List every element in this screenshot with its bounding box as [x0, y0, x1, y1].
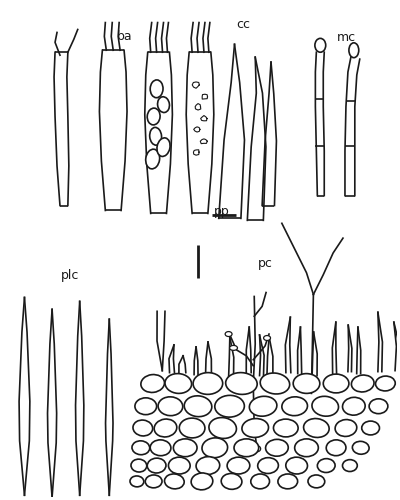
Ellipse shape	[234, 439, 259, 456]
Ellipse shape	[158, 97, 170, 112]
Ellipse shape	[274, 419, 298, 437]
Ellipse shape	[326, 440, 346, 456]
Ellipse shape	[266, 440, 288, 456]
Ellipse shape	[193, 372, 223, 394]
Ellipse shape	[308, 475, 325, 488]
Ellipse shape	[264, 336, 270, 340]
Ellipse shape	[352, 375, 374, 392]
Ellipse shape	[335, 420, 357, 436]
Ellipse shape	[131, 459, 147, 472]
Ellipse shape	[146, 149, 160, 169]
Ellipse shape	[317, 458, 335, 472]
Ellipse shape	[202, 438, 228, 458]
Ellipse shape	[369, 399, 388, 413]
Ellipse shape	[132, 441, 150, 454]
Ellipse shape	[352, 442, 369, 454]
Ellipse shape	[165, 374, 192, 394]
Ellipse shape	[254, 446, 261, 452]
Text: ba: ba	[117, 30, 133, 43]
Ellipse shape	[154, 419, 177, 437]
Ellipse shape	[130, 476, 144, 487]
Ellipse shape	[133, 420, 153, 436]
Ellipse shape	[295, 439, 318, 456]
Ellipse shape	[260, 373, 290, 394]
Ellipse shape	[168, 457, 190, 474]
Ellipse shape	[184, 396, 212, 416]
Ellipse shape	[141, 374, 164, 392]
Ellipse shape	[145, 475, 162, 488]
Ellipse shape	[349, 43, 359, 58]
Ellipse shape	[179, 418, 205, 438]
Ellipse shape	[230, 346, 238, 350]
Ellipse shape	[150, 440, 171, 456]
Ellipse shape	[173, 439, 197, 456]
Ellipse shape	[196, 456, 220, 474]
Ellipse shape	[312, 396, 338, 416]
Ellipse shape	[376, 376, 395, 391]
Ellipse shape	[221, 474, 242, 490]
Text: pc: pc	[258, 258, 272, 270]
Ellipse shape	[226, 372, 257, 394]
Ellipse shape	[225, 332, 232, 336]
Ellipse shape	[251, 474, 270, 489]
Ellipse shape	[147, 458, 166, 473]
Ellipse shape	[286, 457, 308, 474]
Ellipse shape	[147, 108, 160, 125]
Ellipse shape	[249, 396, 277, 416]
Ellipse shape	[150, 128, 162, 145]
Ellipse shape	[342, 460, 357, 471]
Ellipse shape	[342, 398, 365, 415]
Ellipse shape	[227, 457, 250, 474]
Text: plc: plc	[61, 268, 79, 281]
Ellipse shape	[304, 418, 329, 438]
Ellipse shape	[282, 397, 308, 415]
Ellipse shape	[215, 396, 244, 417]
Ellipse shape	[164, 474, 184, 489]
Ellipse shape	[258, 458, 278, 473]
Ellipse shape	[158, 397, 183, 415]
Ellipse shape	[362, 421, 380, 435]
Ellipse shape	[157, 138, 170, 156]
Ellipse shape	[293, 374, 320, 394]
Text: cc: cc	[236, 18, 250, 30]
Ellipse shape	[191, 473, 213, 490]
Ellipse shape	[323, 374, 349, 393]
Text: pp: pp	[214, 206, 230, 218]
Ellipse shape	[135, 398, 157, 414]
Ellipse shape	[150, 80, 163, 98]
Ellipse shape	[242, 418, 268, 438]
Ellipse shape	[315, 38, 326, 52]
Ellipse shape	[209, 418, 236, 438]
Ellipse shape	[278, 474, 298, 489]
Text: mc: mc	[336, 31, 356, 44]
